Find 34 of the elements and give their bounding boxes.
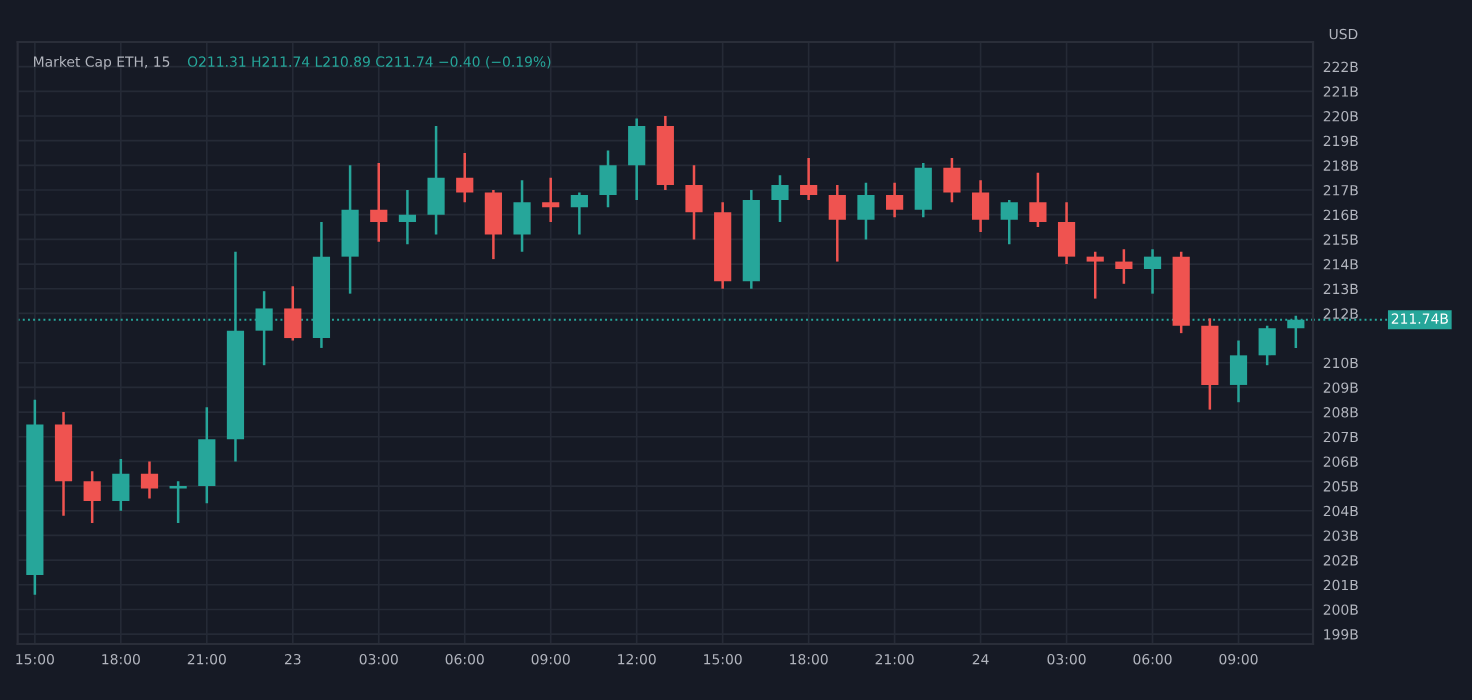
candlestick — [284, 285, 302, 342]
candlestick — [513, 178, 531, 253]
candlestick — [1115, 248, 1133, 286]
candlestick — [542, 176, 560, 224]
candlestick — [1029, 171, 1047, 229]
candlestick — [914, 161, 932, 219]
candlestick — [169, 479, 187, 525]
candlestick — [484, 188, 502, 261]
candlestick — [83, 470, 101, 525]
candlestick — [1258, 324, 1276, 367]
candlestick — [857, 181, 875, 241]
candlestick — [341, 164, 359, 295]
candlestick — [1057, 201, 1076, 266]
candlestick — [685, 164, 703, 241]
candlestick — [771, 173, 789, 224]
candlestick — [570, 191, 588, 236]
candlestick — [943, 156, 961, 204]
candlestick — [456, 151, 474, 204]
candlestick — [628, 117, 646, 202]
candlestick — [886, 181, 904, 219]
candlestick — [370, 161, 388, 244]
candlestick — [112, 457, 130, 513]
candlestick — [599, 149, 617, 209]
candlestick — [971, 178, 990, 234]
candlestick — [198, 405, 216, 505]
candlestick — [1000, 198, 1018, 246]
candlestick — [828, 183, 846, 263]
candlestick — [1229, 339, 1248, 404]
candlestick — [427, 124, 445, 236]
candlestick — [398, 188, 417, 246]
candlestick — [140, 460, 159, 500]
candlestick — [1143, 248, 1162, 295]
candlestick — [1086, 250, 1104, 300]
candlestick — [800, 156, 818, 202]
